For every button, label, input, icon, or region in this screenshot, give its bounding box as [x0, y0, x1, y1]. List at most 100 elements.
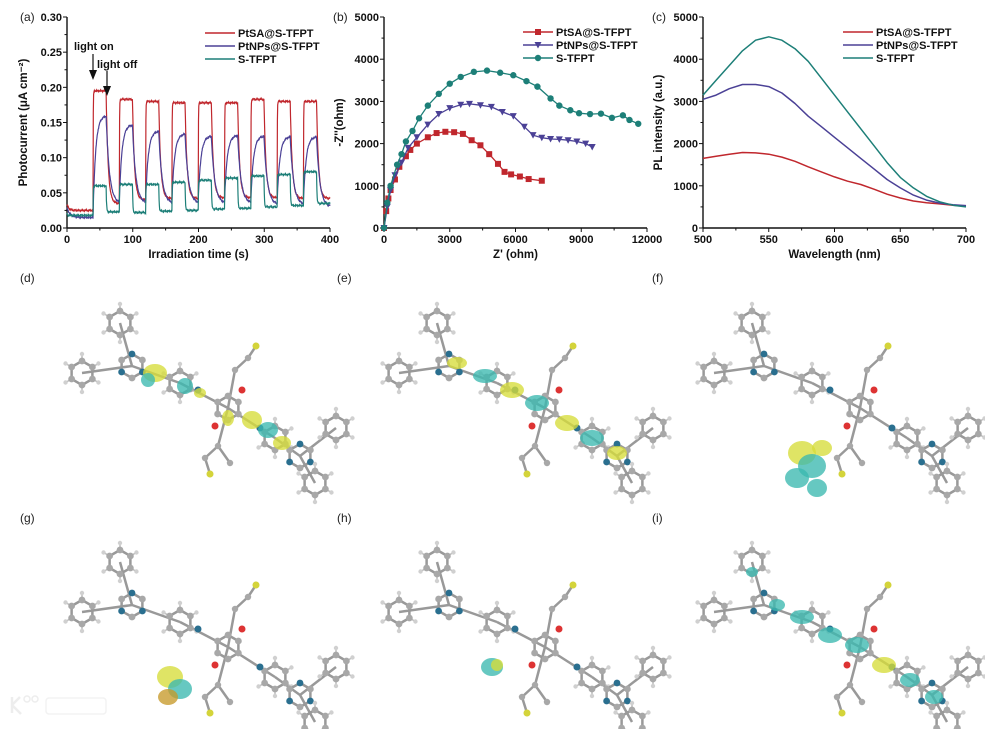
- orbital-isosurface: [194, 388, 206, 398]
- data-point: [398, 159, 406, 167]
- x-tick-label: 550: [760, 234, 778, 246]
- data-point: [626, 116, 633, 124]
- panel-label-e: (e): [337, 271, 352, 285]
- y-tick-label: 0.05: [41, 188, 62, 200]
- sulfur-atom: [884, 581, 892, 589]
- oxygen-atom: [528, 661, 536, 669]
- sulfur-atom: [523, 470, 531, 478]
- data-point: [534, 54, 542, 62]
- data-point: [483, 67, 491, 74]
- x-tick-label: 300: [255, 234, 273, 246]
- data-point: [635, 120, 642, 127]
- data-point: [404, 144, 412, 152]
- x-tick-label: 0: [381, 234, 387, 246]
- data-point: [435, 111, 443, 118]
- series-line: [702, 83, 967, 207]
- sulfur-atom: [206, 470, 214, 478]
- x-tick-label: 3000: [438, 234, 462, 246]
- data-point: [534, 83, 541, 90]
- annotation-light-on: light on: [74, 41, 114, 53]
- data-point: [465, 100, 473, 108]
- y-axis-label: -Z''(ohm): [334, 98, 346, 146]
- orbital-isosurface: [242, 411, 262, 429]
- data-point: [582, 140, 590, 148]
- data-point: [556, 102, 563, 109]
- oxygen-atom: [238, 386, 246, 394]
- nitrogen-atom: [511, 625, 519, 633]
- data-point: [424, 102, 432, 109]
- y-axis-label: Photocurrent (μA cm⁻²): [18, 58, 30, 186]
- data-point: [494, 160, 501, 167]
- data-point: [451, 129, 458, 136]
- nitrogen-atom: [888, 424, 896, 432]
- data-point: [529, 132, 537, 139]
- legend-label: PtNPs@S-TFPT: [556, 40, 638, 52]
- oxygen-atom: [870, 386, 878, 394]
- y-tick-label: 3000: [355, 96, 379, 108]
- data-point: [608, 114, 616, 122]
- data-point: [393, 161, 401, 168]
- arrow-light-off-icon: [103, 71, 111, 96]
- orbital-isosurface: [746, 567, 758, 577]
- panel-label-h: (h): [337, 511, 352, 525]
- x-axis-label: Irradiation time (s): [148, 249, 248, 261]
- panel-label-c: (c): [652, 10, 666, 24]
- orbital-isosurface: [607, 446, 627, 460]
- panel-label-d: (d): [20, 271, 35, 285]
- data-point: [409, 127, 416, 135]
- data-point: [508, 171, 515, 178]
- oxygen-atom: [843, 661, 851, 669]
- data-point: [523, 77, 530, 85]
- panel-label-f: (f): [652, 271, 663, 285]
- data-point: [380, 224, 388, 232]
- data-point: [573, 138, 581, 145]
- series-line: [702, 151, 967, 207]
- oxygen-atom: [555, 625, 563, 633]
- data-point: [415, 115, 423, 122]
- data-point: [498, 108, 506, 116]
- x-tick-label: 600: [825, 234, 843, 246]
- data-point: [547, 95, 554, 102]
- orbital-isosurface: [790, 610, 814, 624]
- x-tick-label: 400: [321, 234, 339, 246]
- sulfur-atom: [252, 342, 260, 350]
- data-point: [555, 136, 563, 143]
- y-tick-label: 0: [692, 223, 698, 235]
- data-point: [468, 137, 475, 144]
- orbital-isosurface: [222, 410, 234, 426]
- orbital-isosurface: [473, 369, 497, 383]
- data-point: [547, 135, 555, 143]
- data-point: [486, 151, 493, 158]
- legend-label: PtSA@S-TFPT: [876, 27, 952, 39]
- sulfur-atom: [884, 342, 892, 350]
- legend-label: S-TFPT: [556, 53, 595, 65]
- oxygen-atom: [211, 422, 219, 430]
- y-tick-label: 4000: [355, 54, 379, 66]
- molecule-orbital-image: [695, 301, 985, 505]
- orbital-isosurface: [491, 659, 503, 671]
- legend-label: S-TFPT: [876, 53, 915, 65]
- y-tick-label: 0.00: [41, 223, 62, 235]
- series-line: [383, 69, 639, 229]
- x-tick-label: 700: [957, 234, 975, 246]
- data-point: [477, 142, 484, 149]
- oxygen-atom: [870, 625, 878, 633]
- legend-label: PtNPs@S-TFPT: [238, 41, 320, 53]
- orbital-isosurface: [812, 440, 832, 456]
- data-point: [535, 29, 541, 35]
- orbital-isosurface: [769, 599, 785, 611]
- series-line: [66, 88, 331, 213]
- arrow-light-on-icon: [89, 54, 97, 80]
- data-point: [588, 143, 596, 151]
- nitrogen-atom: [826, 386, 834, 394]
- data-point: [496, 69, 504, 76]
- legend-label: PtSA@S-TFPT: [556, 27, 632, 39]
- data-point: [402, 153, 409, 160]
- data-point: [435, 90, 442, 98]
- data-point: [407, 146, 414, 153]
- y-tick-label: 2000: [355, 139, 379, 151]
- data-point: [433, 130, 440, 137]
- x-tick-label: 0: [64, 234, 70, 246]
- photocurrent-chart: 0 100 200 300 400 0.00 0.05 0.10 0.15 0.20 0.25 0.3…: [18, 12, 339, 261]
